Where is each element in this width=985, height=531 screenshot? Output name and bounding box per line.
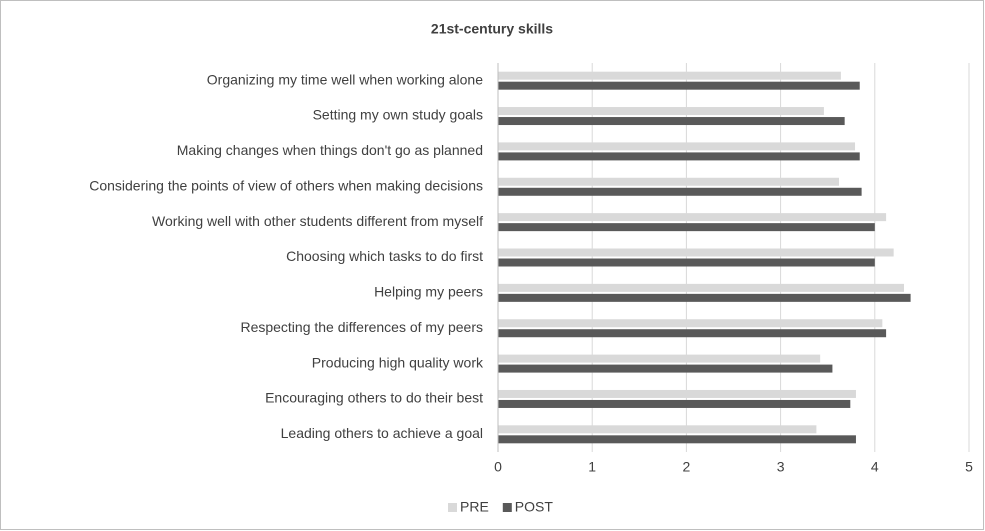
bar (498, 107, 824, 116)
y-tick-label: Working well with other students differe… (152, 213, 483, 229)
y-tick-label: Encouraging others to do their best (265, 390, 483, 406)
bar (498, 329, 887, 338)
bar (498, 152, 860, 161)
bar (498, 283, 905, 292)
legend-label: POST (515, 499, 554, 515)
bar (498, 399, 851, 408)
bar (498, 389, 856, 398)
y-tick-label: Helping my peers (374, 284, 483, 300)
bar (498, 258, 875, 267)
y-tick-label: Setting my own study goals (313, 107, 483, 123)
legend-swatch (448, 503, 457, 512)
bar (498, 187, 862, 196)
y-tick-label: Making changes when things don't go as p… (177, 142, 483, 158)
y-tick-label: Choosing which tasks to do first (286, 248, 483, 264)
bar (498, 223, 875, 232)
bar (498, 81, 860, 90)
legend-label: PRE (460, 499, 489, 515)
bar (498, 293, 911, 302)
bar (498, 435, 856, 444)
x-tick-label: 1 (588, 459, 596, 475)
bar (498, 319, 883, 328)
x-tick-label: 0 (494, 459, 502, 475)
bar (498, 248, 894, 257)
bar (498, 354, 821, 363)
bar (498, 213, 887, 222)
y-tick-label: Considering the points of view of others… (89, 177, 483, 193)
y-tick-label: Leading others to achieve a goal (281, 425, 483, 441)
bar (498, 71, 841, 80)
bar (498, 142, 856, 151)
x-tick-label: 5 (965, 459, 973, 475)
y-tick-label: Respecting the differences of my peers (240, 319, 483, 335)
bar (498, 364, 833, 373)
legend-swatch (502, 503, 512, 512)
x-tick-label: 3 (777, 459, 785, 475)
bar (498, 177, 840, 186)
chart-title: 21st-century skills (431, 21, 553, 37)
x-tick-label: 2 (683, 459, 691, 475)
x-tick-label: 4 (871, 459, 879, 475)
y-tick-label: Producing high quality work (312, 354, 484, 370)
bar (498, 117, 845, 126)
bar (498, 425, 817, 434)
y-tick-label: Organizing my time well when working alo… (207, 71, 483, 87)
